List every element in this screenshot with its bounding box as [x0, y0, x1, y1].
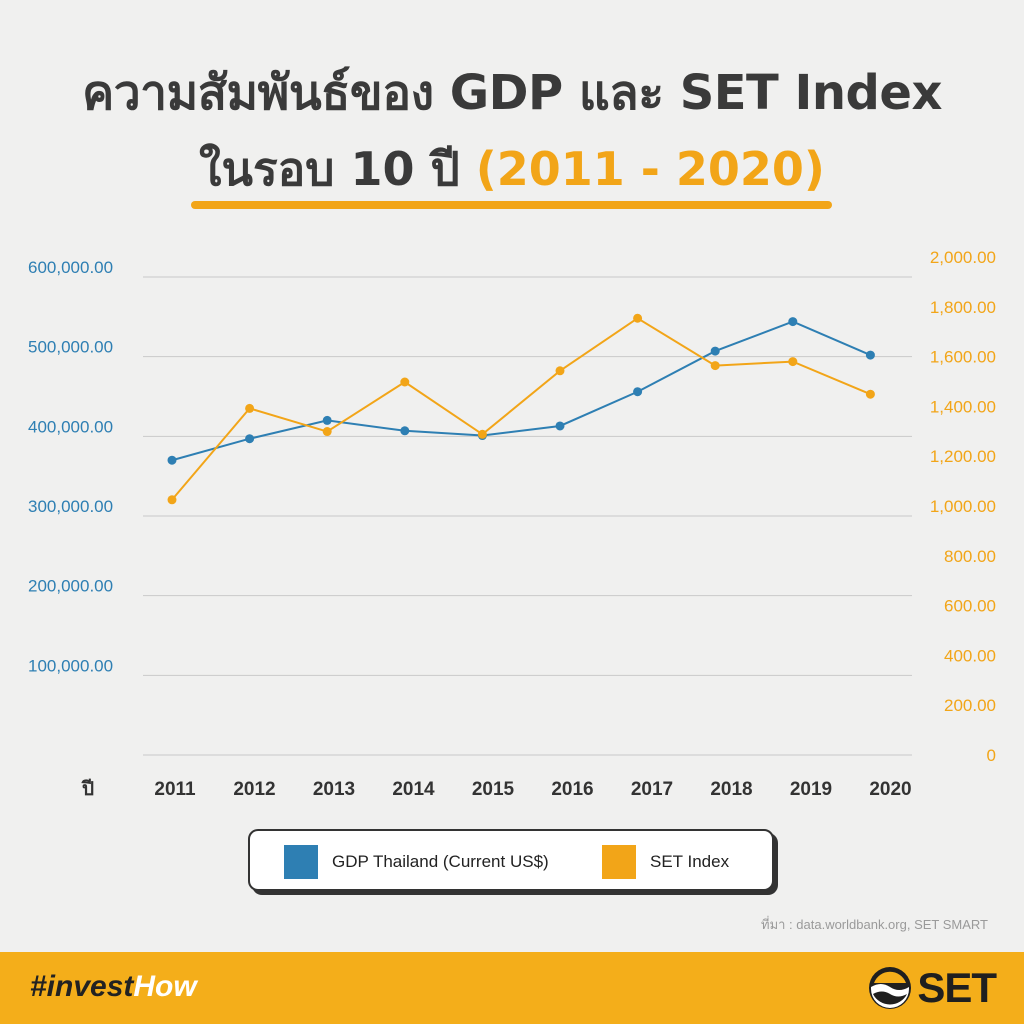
- data-point-set: [633, 313, 643, 323]
- right-axis-tick-label: 800.00: [944, 547, 996, 566]
- legend-item-gdp: GDP Thailand (Current US$): [284, 845, 549, 879]
- left-axis-tick-label: 100,000.00: [28, 656, 113, 675]
- x-tick-label: 2018: [710, 779, 752, 800]
- right-axis-tick-label: 1,400.00: [930, 397, 996, 416]
- legend-label-set: SET Index: [650, 852, 730, 871]
- set-logo-icon: [869, 967, 912, 1009]
- data-point-set: [710, 361, 720, 371]
- data-point-set: [400, 377, 410, 387]
- x-tick-label: 2013: [313, 779, 355, 800]
- legend-swatch-gdp: [284, 845, 318, 879]
- x-tick-label: 2017: [631, 779, 673, 800]
- set-logo: SET: [867, 964, 997, 1012]
- right-axis-tick-label: 200.00: [944, 696, 996, 715]
- data-point-gdp: [322, 415, 332, 425]
- left-axis-tick-label: 300,000.00: [28, 497, 113, 516]
- chart-legend: GDP Thailand (Current US$) SET Index: [248, 829, 774, 891]
- set-logo-text: SET: [917, 964, 997, 1011]
- right-axis-tick-label: 1,000.00: [930, 497, 996, 516]
- data-point-gdp: [788, 317, 798, 327]
- left-axis-tick-label: 200,000.00: [28, 577, 113, 596]
- right-axis-tick-label: 0: [987, 746, 996, 765]
- left-axis-tick-label: 500,000.00: [28, 338, 113, 357]
- subtitle-prefix: ในรอบ 10 ปี: [199, 142, 460, 196]
- legend-swatch-set: [602, 845, 636, 879]
- x-tick-label: 2016: [551, 779, 593, 800]
- x-tick-label: 2015: [472, 779, 515, 800]
- data-point-gdp: [633, 387, 643, 397]
- data-point-set: [788, 357, 798, 367]
- data-point-set: [167, 495, 177, 505]
- right-axis-tick-label: 600.00: [944, 597, 996, 616]
- data-point-set: [245, 403, 255, 413]
- data-point-set: [555, 366, 565, 376]
- source-note: ที่มา : data.worldbank.org, SET SMART: [761, 917, 988, 932]
- series-line-gdp: [171, 320, 871, 462]
- right-axis-tick-label: 1,800.00: [930, 298, 996, 317]
- title-underline: [191, 201, 832, 209]
- chart-title: ความสัมพันธ์ของ GDP และ SET Index: [82, 65, 942, 121]
- x-tick-label: 2020: [869, 779, 911, 800]
- x-tick-label: 2012: [233, 779, 275, 800]
- data-point-set: [322, 427, 332, 437]
- right-axis-tick-label: 1,600.00: [930, 348, 996, 367]
- x-tick-label: 2019: [790, 779, 832, 800]
- left-axis-tick-label: 600,000.00: [28, 258, 113, 277]
- data-point-gdp: [167, 455, 177, 465]
- right-axis-tick-label: 1,200.00: [930, 447, 996, 466]
- hashtag-light: How: [133, 970, 197, 1003]
- data-point-gdp: [555, 421, 565, 431]
- data-point-gdp: [710, 346, 720, 356]
- line-chart: 100,000.00 200,000.00 300,000.00 400,000.00…: [28, 248, 996, 800]
- legend-item-set: SET Index: [602, 845, 729, 879]
- data-point-set: [865, 389, 875, 399]
- data-point-gdp: [245, 434, 255, 444]
- footer-bar: #investHow SET: [0, 952, 1024, 1024]
- right-axis-tick-label: 2,000.00: [930, 248, 996, 267]
- series-line-set: [171, 317, 871, 501]
- data-point-gdp: [865, 350, 875, 360]
- x-axis-label: ปี: [81, 778, 94, 800]
- chart-subtitle: ในรอบ 10 ปี (2011 - 2020): [0, 133, 1024, 206]
- left-axis-tick-label: 400,000.00: [28, 417, 113, 436]
- hashtag-main: #invest: [30, 970, 134, 1003]
- x-tick-label: 2014: [392, 779, 435, 800]
- legend-label-gdp: GDP Thailand (Current US$): [332, 852, 549, 871]
- x-tick-label: 2011: [154, 779, 196, 800]
- subtitle-years: (2011 - 2020): [475, 142, 825, 196]
- right-axis-tick-label: 400.00: [944, 646, 996, 665]
- hashtag: #investHow: [30, 970, 197, 1004]
- data-point-set: [477, 429, 487, 439]
- data-point-gdp: [400, 426, 410, 436]
